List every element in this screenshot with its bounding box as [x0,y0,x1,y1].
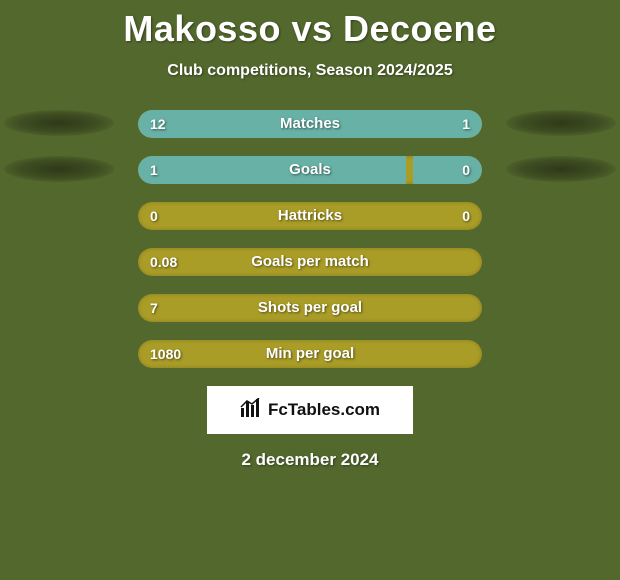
stat-value-right: 0 [462,202,470,230]
stat-value-left: 1 [150,156,158,184]
stat-label: Hattricks [138,202,482,230]
stat-row: Hattricks0 0 [0,202,620,230]
stat-value-left: 12 [150,110,166,138]
stat-label: Goals [138,156,482,184]
stat-label: Min per goal [138,340,482,368]
chart-icon [240,398,262,423]
stat-bar: Min per goal1080 [138,340,482,368]
player-shadow-left [4,156,114,182]
fctables-logo-box[interactable]: FcTables.com [207,386,413,434]
stat-label: Goals per match [138,248,482,276]
stat-value-left: 1080 [150,340,181,368]
page-title: Makosso vs Decoene [0,0,620,50]
stat-bar: Matches12 1 [138,110,482,138]
stat-bar: Shots per goal7 [138,294,482,322]
player-shadow-right [506,110,616,136]
stat-row: Goals per match0.08 [0,248,620,276]
stat-value-left: 0 [150,202,158,230]
stat-bar: Goals per match0.08 [138,248,482,276]
stat-bar: Goals1 0 [138,156,482,184]
stat-bar: Hattricks0 0 [138,202,482,230]
page-subtitle: Club competitions, Season 2024/2025 [0,62,620,80]
stat-value-left: 0.08 [150,248,177,276]
player-shadow-right [506,156,616,182]
stat-row: Goals1 0 [0,156,620,184]
stat-value-right: 1 [462,110,470,138]
stat-row: Shots per goal7 [0,294,620,322]
infographic-date: 2 december 2024 [0,450,620,470]
stat-row: Matches12 1 [0,110,620,138]
logo-text: FcTables.com [268,400,380,420]
stats-rows-container: Matches121Goals10Hattricks00Goals per ma… [0,110,620,368]
player-shadow-left [4,110,114,136]
stat-label: Matches [138,110,482,138]
stat-row: Min per goal1080 [0,340,620,368]
stat-value-left: 7 [150,294,158,322]
stat-value-right: 0 [462,156,470,184]
stat-label: Shots per goal [138,294,482,322]
